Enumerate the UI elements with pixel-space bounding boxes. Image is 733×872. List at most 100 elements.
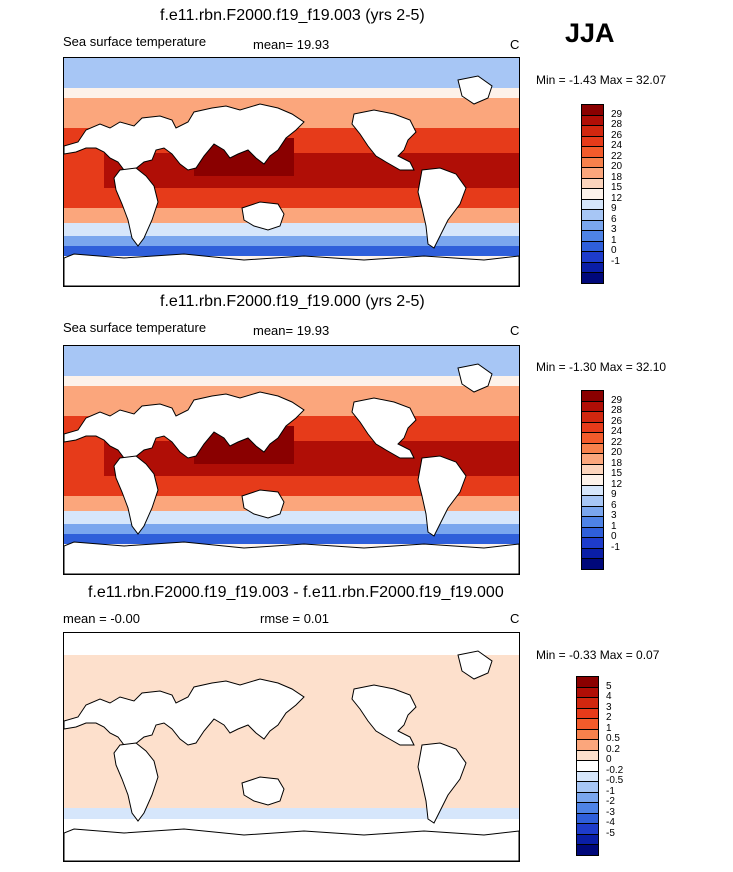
- land-outline: [241, 776, 285, 806]
- colorbar-tick-label: -0.2: [606, 764, 624, 776]
- panel1-title: f.e11.rbn.F2000.f19_f19.003 (yrs 2-5): [160, 7, 425, 24]
- land-outline: [241, 201, 285, 231]
- panel2-title: f.e11.rbn.F2000.f19_f19.000 (yrs 2-5): [160, 293, 425, 310]
- ocean-band: [64, 808, 519, 819]
- land-outline: [351, 684, 417, 746]
- colorbar-tick-label: 3: [606, 701, 612, 713]
- land-outline: [64, 828, 519, 861]
- colorbar-tick-label: 20: [611, 447, 623, 458]
- panel2-mean: mean= 19.93: [253, 323, 330, 338]
- panel2-colorbar: 29 28 26 24 22 20 18 15 12 9 6 3 1 0 -1: [581, 390, 641, 570]
- ocean-band: [64, 511, 519, 524]
- colorbar-tick-label: 18: [611, 457, 623, 469]
- colorbar-tick-label: 12: [611, 192, 623, 204]
- colorbar-swatch: [581, 272, 604, 284]
- colorbar-tick-label: 5: [606, 680, 612, 692]
- colorbar-tick-label: 6: [611, 499, 617, 511]
- panel3-mean: mean = -0.00: [63, 611, 140, 626]
- panel3-colorbar: 5 4 3 2 1 0.5 0.2 0 -0.2 -0.5 -1 -2 -3 -4 -5: [576, 676, 636, 856]
- panel3-rmse: rmse = 0.01: [260, 611, 330, 626]
- panel1-mean: mean= 19.93: [253, 37, 330, 52]
- ocean-fill: [64, 633, 519, 861]
- colorbar-tick-label: 0.5: [606, 733, 620, 744]
- colorbar-tick-label: -0.5: [606, 775, 624, 786]
- colorbar-tick-label: 9: [611, 489, 617, 500]
- panel1-field-label: Sea surface temperature: [63, 34, 207, 49]
- panel2-field-label: Sea surface temperature: [63, 320, 207, 335]
- colorbar-tick-label: -2: [606, 796, 615, 807]
- colorbar-tick-label: 3: [611, 510, 617, 521]
- panel1-colorbar: 29 28 26 24 22 20 18 15 12 9 6 3 1 0 -1: [581, 104, 641, 284]
- colorbar-tick-label: 0: [611, 245, 617, 256]
- colorbar-tick-label: 6: [611, 213, 617, 225]
- colorbar-swatch: [581, 558, 604, 570]
- land-outline: [351, 397, 417, 459]
- ocean-band: [64, 346, 519, 376]
- colorbar-tick-label: 1: [606, 722, 612, 734]
- colorbar-tick-label: 24: [611, 140, 623, 151]
- panel1-map-graphic: [64, 58, 519, 286]
- colorbar-tick-label: 20: [611, 161, 623, 172]
- panel2-map: [63, 345, 520, 575]
- panel2-unit: C: [510, 323, 520, 338]
- colorbar-tick-label: 15: [611, 468, 623, 479]
- panel3-unit: C: [510, 611, 520, 626]
- colorbar-tick-label: 0.2: [606, 743, 620, 755]
- ocean-band: [64, 524, 519, 534]
- land-outline: [64, 253, 519, 286]
- colorbar-tick-label: -3: [606, 806, 615, 818]
- colorbar-tick-label: 22: [611, 436, 623, 448]
- land-outline: [113, 455, 159, 535]
- ocean-band: [64, 236, 519, 246]
- colorbar-tick-label: 1: [611, 520, 617, 532]
- land-outline: [241, 489, 285, 519]
- colorbar-tick-label: 18: [611, 171, 623, 183]
- land-outline: [417, 742, 467, 824]
- ocean-band: [64, 534, 519, 544]
- land-outline: [417, 455, 467, 537]
- panel3-map: [63, 632, 520, 862]
- colorbar-tick-label: 0: [606, 754, 612, 765]
- ocean-fill: [64, 346, 519, 574]
- colorbar-tick-label: 26: [611, 415, 623, 427]
- colorbar-tick-label: 28: [611, 119, 623, 130]
- land-outline: [417, 167, 467, 249]
- colorbar-tick-label: 9: [611, 203, 617, 214]
- land-outline: [113, 167, 159, 247]
- ocean-band: [64, 223, 519, 236]
- panel2-map-graphic: [64, 346, 519, 574]
- continents: [64, 75, 519, 286]
- colorbar-tick-label: 28: [611, 405, 623, 416]
- colorbar-tick-label: -1: [611, 255, 620, 267]
- colorbar-tick-label: -4: [606, 817, 615, 828]
- land-outline: [457, 650, 493, 680]
- colorbar-tick-label: 0: [611, 531, 617, 542]
- continents: [64, 650, 519, 861]
- land-outline: [457, 363, 493, 393]
- continents: [64, 363, 519, 574]
- colorbar-tick-label: -1: [606, 785, 615, 797]
- colorbar-tick-label: 1: [611, 234, 617, 246]
- colorbar-tick-label: 4: [606, 691, 612, 702]
- land-outline: [113, 742, 159, 822]
- panel1-unit: C: [510, 37, 520, 52]
- colorbar-tick-label: 2: [606, 712, 612, 723]
- panel3-map-graphic: [64, 633, 519, 861]
- colorbar-tick-label: -5: [606, 827, 615, 839]
- land-outline: [457, 75, 493, 105]
- panel3-minmax: Min = -0.33 Max = 0.07: [536, 648, 660, 662]
- ocean-band: [64, 246, 519, 256]
- colorbar-tick-label: 3: [611, 224, 617, 235]
- land-outline: [351, 109, 417, 171]
- colorbar-tick-label: 29: [611, 394, 623, 406]
- ocean-band: [64, 208, 519, 223]
- season-label: JJA: [565, 18, 615, 48]
- colorbar-tick-label: 12: [611, 478, 623, 490]
- panel2-minmax: Min = -1.30 Max = 32.10: [536, 360, 667, 374]
- colorbar-tick-label: -1: [611, 541, 620, 553]
- panel3-title: f.e11.rbn.F2000.f19_f19.003 - f.e11.rbn.…: [88, 584, 504, 601]
- colorbar-tick-label: 24: [611, 426, 623, 437]
- colorbar-tick-label: 29: [611, 108, 623, 120]
- land-outline: [64, 541, 519, 574]
- panel1-map: [63, 57, 520, 287]
